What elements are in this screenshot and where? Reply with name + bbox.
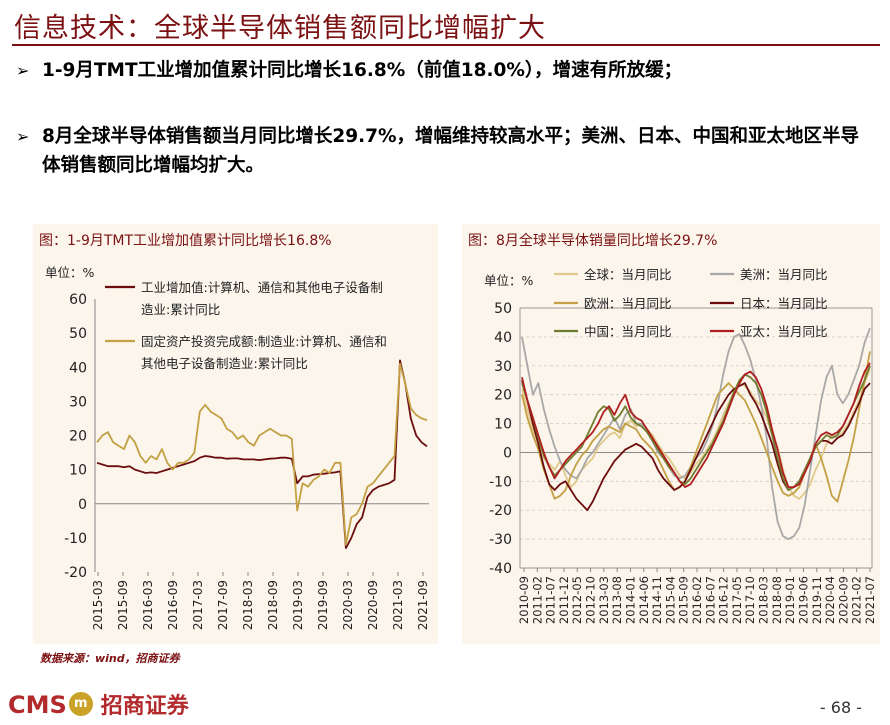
- y-tick-label: -10: [489, 474, 512, 490]
- x-tick-label: 2020-03: [341, 580, 355, 630]
- y-tick-label: 40: [69, 360, 87, 376]
- logo-cn-text: 招商证券: [100, 694, 189, 719]
- y-tick-label: 50: [494, 301, 512, 317]
- y-tick-label: 10: [69, 463, 87, 479]
- logo-text: CMS: [8, 691, 67, 719]
- legend-label: 造业:累计同比: [141, 302, 220, 317]
- x-tick-label: 2011-02: [530, 576, 544, 624]
- x-tick-label: 2013-03: [597, 576, 611, 624]
- x-tick-label: 2018-03: [241, 580, 255, 630]
- x-tick-label: 2014-11: [650, 576, 664, 624]
- x-tick-label: 2016-09: [166, 580, 180, 630]
- bullet-1: ➢ 1-9月TMT工业增加值累计同比增长16.8%（前值18.0%），增速有所放…: [16, 56, 872, 85]
- y-tick-label: -30: [489, 532, 512, 548]
- chart-unit-label: 单位：%: [484, 273, 534, 288]
- x-tick-label: 2015-04: [663, 576, 677, 624]
- x-tick-label: 2012-10: [584, 576, 598, 624]
- y-tick-label: 20: [69, 429, 87, 445]
- series-line: [96, 359, 428, 550]
- x-tick-label: 2021-03: [391, 580, 405, 630]
- bullet-arrow-icon: ➢: [16, 61, 30, 80]
- x-tick-label: 2017-03: [191, 580, 205, 630]
- plot-frame: [519, 307, 873, 569]
- legend-label: 中国：当月同比: [584, 324, 672, 339]
- page-title: 信息技术：全球半导体销售额同比增幅扩大: [14, 13, 546, 44]
- chart-title: 图：1-9月TMT工业增加值累计同比增长16.8%: [39, 233, 332, 249]
- x-tick-label: 2013-08: [610, 576, 624, 624]
- x-tick-label: 2019-09: [316, 580, 330, 630]
- y-tick-label: 0: [503, 445, 512, 461]
- page-number: - 68 -: [819, 698, 862, 717]
- y-tick-label: 10: [494, 417, 512, 433]
- bullet-text: 8月全球半导体销售额当月同比增长29.7%，增幅维持较高水平；美洲、日本、中国和…: [42, 126, 860, 176]
- series-line: [96, 362, 428, 546]
- legend-label: 亚太：当月同比: [740, 324, 828, 339]
- x-tick-label: 2011-12: [557, 576, 571, 624]
- x-tick-label: 2017-10: [743, 576, 757, 624]
- y-tick-label: -10: [64, 531, 87, 547]
- brand-logo: CMS m 招商证券: [8, 688, 189, 720]
- series-line: [521, 327, 871, 541]
- x-tick-label: 2017-05: [730, 576, 744, 624]
- source-note: 数据来源：wind，招商证券: [40, 652, 180, 665]
- logo-badge-icon: m: [68, 692, 93, 716]
- series-line: [521, 365, 871, 491]
- chart-unit-label: 单位：%: [45, 265, 95, 280]
- x-tick-label: 2018-03: [757, 576, 771, 624]
- y-tick-label: 30: [494, 359, 512, 375]
- x-tick-label: 2019-03: [291, 580, 305, 630]
- x-tick-label: 2016-12: [717, 576, 731, 624]
- legend-label: 工业增加值:计算机、通信和其他电子设备制: [141, 280, 383, 295]
- x-tick-label: 2020-09: [836, 576, 850, 624]
- x-tick-label: 2014-01: [623, 576, 637, 624]
- x-tick-label: 2019-01: [783, 576, 797, 624]
- x-tick-label: 2018-09: [266, 580, 280, 630]
- legend-label: 全球：当月同比: [584, 267, 672, 282]
- x-tick-label: 2019-11: [810, 576, 824, 624]
- legend-label: 日本：当月同比: [740, 296, 828, 311]
- bullet-text: 1-9月TMT工业增加值累计同比增长16.8%（前值18.0%），增速有所放缓；: [42, 60, 683, 81]
- y-tick-label: 50: [69, 326, 87, 342]
- y-tick-label: 20: [494, 388, 512, 404]
- legend-label: 其他电子设备制造业:累计同比: [141, 356, 308, 371]
- chart-panel-tmt: 图：1-9月TMT工业增加值累计同比增长16.8% 单位：% 60 50 40 30 2…: [33, 224, 438, 644]
- bullet-2: ➢ 8月全球半导体销售额当月同比增长29.7%，增幅维持较高水平；美洲、日本、中…: [16, 122, 872, 180]
- x-tick-label: 2018-08: [770, 576, 784, 624]
- x-tick-label: 2021-09: [416, 580, 430, 630]
- title-rule: [12, 44, 880, 46]
- y-tick-label: -40: [489, 561, 512, 577]
- bullet-arrow-icon: ➢: [16, 127, 30, 146]
- x-tick-label: 2010-09: [517, 576, 531, 624]
- x-tick-label: 2011-07: [544, 576, 558, 624]
- x-tick-label: 2019-06: [796, 576, 810, 624]
- y-tick-label: 60: [69, 292, 87, 308]
- x-tick-label: 2012-05: [570, 576, 584, 624]
- y-tick-label: 0: [78, 497, 87, 513]
- x-tick-label: 2020-09: [366, 580, 380, 630]
- chart-panel-semiconductor: 图：8月全球半导体销量同比增长29.7% 单位：% 50 40 30 20 10 0 -10…: [462, 224, 880, 644]
- legend-label: 固定资产投资完成额:制造业:计算机、通信和: [141, 334, 387, 349]
- x-tick-label: 2014-06: [637, 576, 651, 624]
- x-tick-label: 2015-09: [116, 580, 130, 630]
- y-tick-label: -20: [489, 503, 512, 519]
- y-tick-label: 30: [69, 394, 87, 410]
- x-tick-label: 2016-07: [703, 576, 717, 624]
- series-line: [521, 368, 871, 500]
- x-tick-label: 2021-02: [850, 576, 864, 624]
- y-tick-label: 40: [494, 330, 512, 346]
- x-tick-label: 2021-07: [863, 576, 877, 624]
- x-tick-label: 2017-09: [216, 580, 230, 630]
- x-tick-label: 2015-09: [677, 576, 691, 624]
- series-line: [521, 362, 871, 489]
- legend-label: 欧洲：当月同比: [584, 296, 672, 311]
- legend-label: 美洲：当月同比: [740, 267, 828, 282]
- x-tick-label: 2015-03: [91, 580, 105, 630]
- chart-title: 图：8月全球半导体销量同比增长29.7%: [468, 233, 718, 249]
- x-tick-label: 2020-04: [823, 576, 837, 624]
- chart-svg-tmt: 60 50 40 30 20 10 0 -10 -20 2015-03 2015-09 2016-03…: [64, 280, 430, 630]
- x-tick-label: 2016-02: [690, 576, 704, 624]
- x-tick-label: 2016-03: [141, 580, 155, 630]
- y-tick-label: -20: [64, 565, 87, 581]
